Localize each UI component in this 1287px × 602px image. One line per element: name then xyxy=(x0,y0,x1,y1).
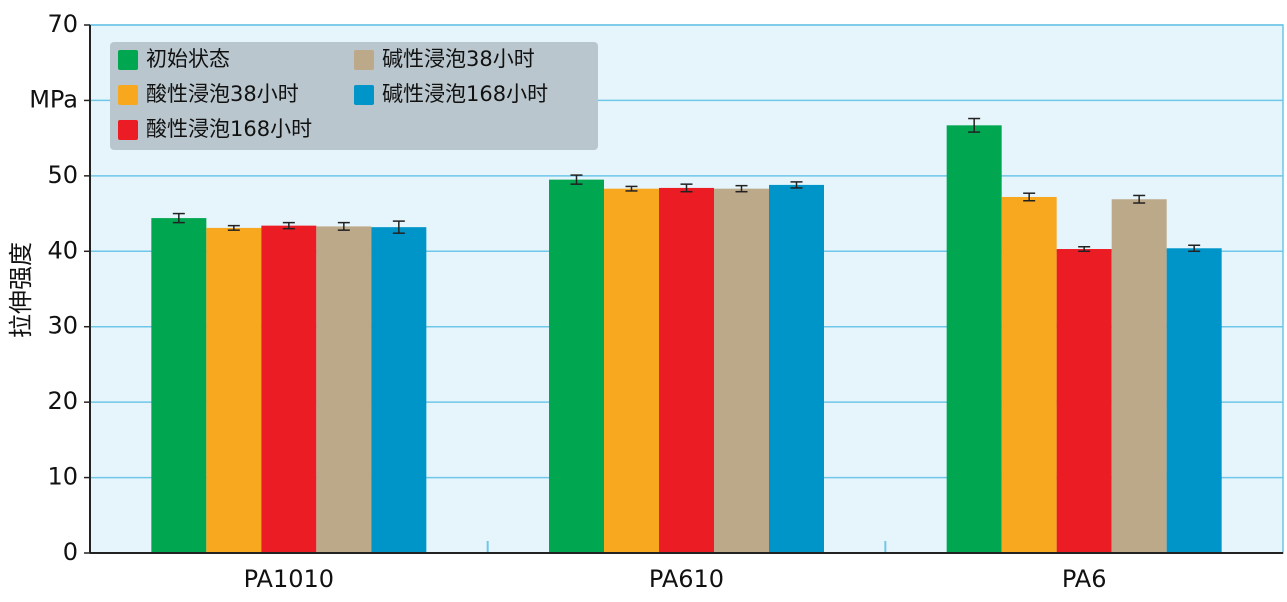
bar xyxy=(206,227,262,553)
y-tick-label: 70 xyxy=(47,10,78,38)
y-tick-label: 40 xyxy=(47,236,78,264)
legend-label: 初始状态 xyxy=(146,47,230,71)
error-bar xyxy=(1188,244,1201,253)
bar xyxy=(659,187,714,553)
error-bar xyxy=(625,185,638,192)
x-tick-label: PA6 xyxy=(1062,565,1107,593)
y-tick-label: 30 xyxy=(47,312,78,340)
error-bar xyxy=(337,221,350,231)
legend-swatch xyxy=(354,85,374,105)
error-bar xyxy=(282,221,295,230)
legend-swatch xyxy=(118,85,138,105)
legend-swatch xyxy=(118,50,138,70)
error-bar xyxy=(1078,246,1091,253)
error-bar xyxy=(570,174,583,185)
bar xyxy=(261,225,317,553)
y-tick-label: 0 xyxy=(63,538,78,566)
y-tick-label: 20 xyxy=(47,387,78,415)
legend-label: 酸性浸泡168小时 xyxy=(146,117,312,141)
bar xyxy=(946,125,1002,553)
x-tick-label: PA610 xyxy=(649,565,724,593)
y-tick-label: 50 xyxy=(47,161,78,189)
legend-label: 碱性浸泡38小时 xyxy=(382,47,535,71)
bar xyxy=(549,179,604,553)
legend-label: 酸性浸泡38小时 xyxy=(146,82,299,106)
bar xyxy=(769,184,824,553)
legend-label: 碱性浸泡168小时 xyxy=(382,82,548,106)
error-bar xyxy=(227,224,240,231)
error-bar xyxy=(392,220,405,234)
error-bar xyxy=(790,181,803,189)
bar xyxy=(1001,196,1057,553)
bar xyxy=(151,218,207,553)
error-bar xyxy=(680,183,693,193)
y-tick-label: 10 xyxy=(47,463,78,491)
x-tick-label: PA1010 xyxy=(244,565,334,593)
legend-swatch xyxy=(354,50,374,70)
bar xyxy=(1111,199,1167,554)
error-bar xyxy=(172,212,185,224)
bar xyxy=(604,188,659,553)
bar xyxy=(316,226,372,553)
error-bar xyxy=(1023,192,1036,202)
legend-swatch xyxy=(118,120,138,140)
bar xyxy=(1056,249,1112,553)
error-bar xyxy=(968,117,981,133)
bar xyxy=(714,188,769,553)
y-tick-label: MPa xyxy=(29,85,78,113)
error-bar xyxy=(735,184,748,193)
y-axis-label: 拉伸强度 xyxy=(7,242,35,338)
bar xyxy=(371,227,427,554)
bar xyxy=(1166,248,1222,554)
error-bar xyxy=(1133,194,1146,204)
